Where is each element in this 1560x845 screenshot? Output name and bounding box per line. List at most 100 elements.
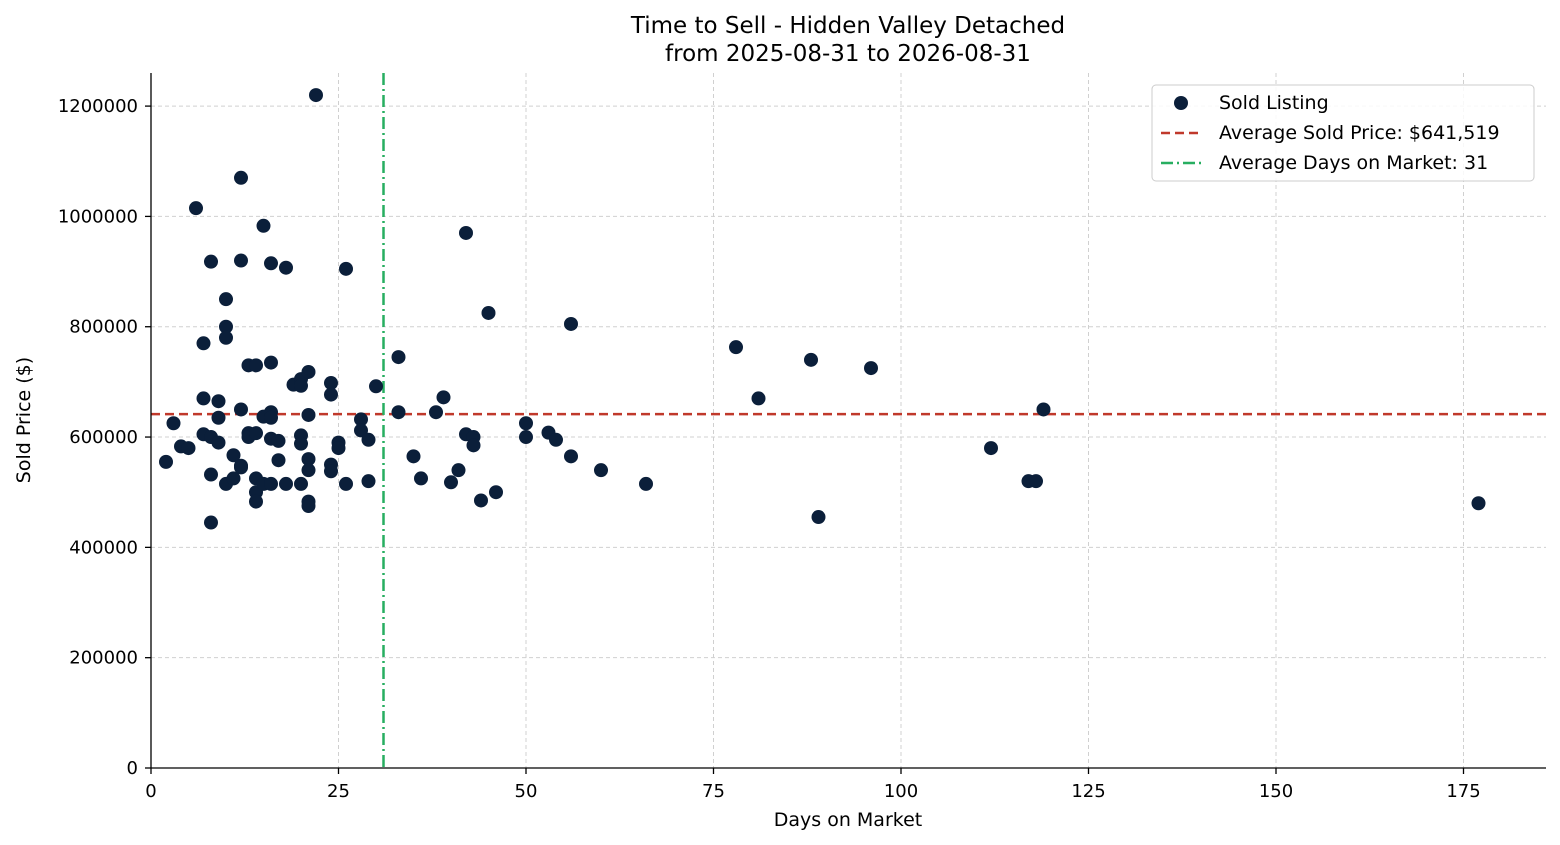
data-point [331,441,346,456]
data-point [181,441,196,456]
data-point [189,201,203,216]
data-point [324,387,338,402]
data-point [324,375,338,390]
data-point [211,435,226,450]
y-tick-label: 0 [127,758,138,779]
data-point [564,316,578,331]
y-tick-label: 400000 [69,537,138,558]
data-point [249,494,263,509]
data-point [211,410,226,425]
y-tick-label: 600000 [69,427,138,448]
data-point [391,405,406,420]
data-point [301,364,316,379]
data-point [226,448,241,463]
data-point [361,474,376,489]
data-point [196,336,211,351]
data-point [166,416,181,431]
data-point [729,340,743,355]
data-point [301,407,316,422]
data-point [294,476,308,491]
data-point [219,330,233,345]
x-tick-label: 50 [515,781,538,802]
data-point [519,416,533,431]
data-point [264,476,278,491]
data-point [414,471,428,486]
data-point [234,460,248,475]
data-point [301,452,316,467]
data-point [1471,496,1486,511]
data-point [369,379,383,394]
data-point [234,402,248,417]
data-point [549,432,563,447]
data-point [339,476,353,491]
data-point [406,449,421,464]
data-point [196,391,211,406]
x-tick-label: 175 [1446,781,1480,802]
data-point [751,391,766,406]
data-point [264,355,278,370]
data-points [159,88,1486,530]
data-point [294,378,308,393]
y-tick-label: 1200000 [58,96,138,117]
data-point [264,256,278,271]
x-tick-label: 100 [884,781,918,802]
data-point [811,510,826,525]
data-point [466,438,481,453]
data-point [361,432,376,447]
data-point [159,454,173,469]
data-point [271,453,286,468]
y-tick-label: 200000 [69,648,138,669]
data-point [301,498,316,513]
data-point [354,423,368,438]
data-point [354,412,368,427]
data-point [1036,402,1051,417]
data-point [271,433,286,448]
x-axis-label: Days on Market [774,809,922,831]
legend-label-avg-days: Average Days on Market: 31 [1219,152,1488,174]
y-tick-label: 800000 [69,317,138,338]
data-point [489,485,503,500]
data-point [264,410,278,425]
data-point [219,319,233,334]
data-point [226,471,241,486]
data-point [301,463,316,478]
data-point [339,261,353,276]
data-point [211,394,226,409]
data-point [249,358,263,373]
data-point [279,476,293,491]
legend-label-avg-price: Average Sold Price: $641,519 [1219,122,1500,144]
reference-lines [151,73,1546,768]
data-point [324,464,338,479]
data-point [564,449,578,464]
data-point [519,430,533,445]
data-point [204,515,218,530]
chart-subtitle: from 2025-08-31 to 2026-08-31 [665,41,1031,67]
legend: Sold Listing Average Sold Price: $641,51… [1151,84,1535,182]
data-point [451,463,466,478]
data-point [391,350,406,365]
data-point [234,253,248,268]
data-point [864,361,878,376]
data-point [481,305,496,320]
x-tick-label: 75 [702,781,725,802]
data-point [1029,474,1043,489]
data-point [204,254,218,269]
x-ticks: 0 25 50 75 100 125 150 175 [145,768,1481,802]
data-point [309,88,323,103]
legend-label-sold-listing: Sold Listing [1219,92,1329,114]
data-point [234,170,248,185]
data-point [256,218,271,233]
x-tick-label: 125 [1071,781,1105,802]
y-ticks: 0 200000 400000 600000 800000 1000000 1200000 [58,96,151,779]
data-point [249,426,263,441]
y-tick-label: 1000000 [58,206,138,227]
data-point [429,405,443,420]
data-point [984,441,998,456]
y-axis-label: Sold Price ($) [13,357,35,483]
data-point [459,225,473,240]
x-tick-label: 25 [327,781,350,802]
data-point [204,467,218,482]
x-tick-label: 0 [145,781,156,802]
data-point [474,493,488,508]
data-point [804,352,818,367]
